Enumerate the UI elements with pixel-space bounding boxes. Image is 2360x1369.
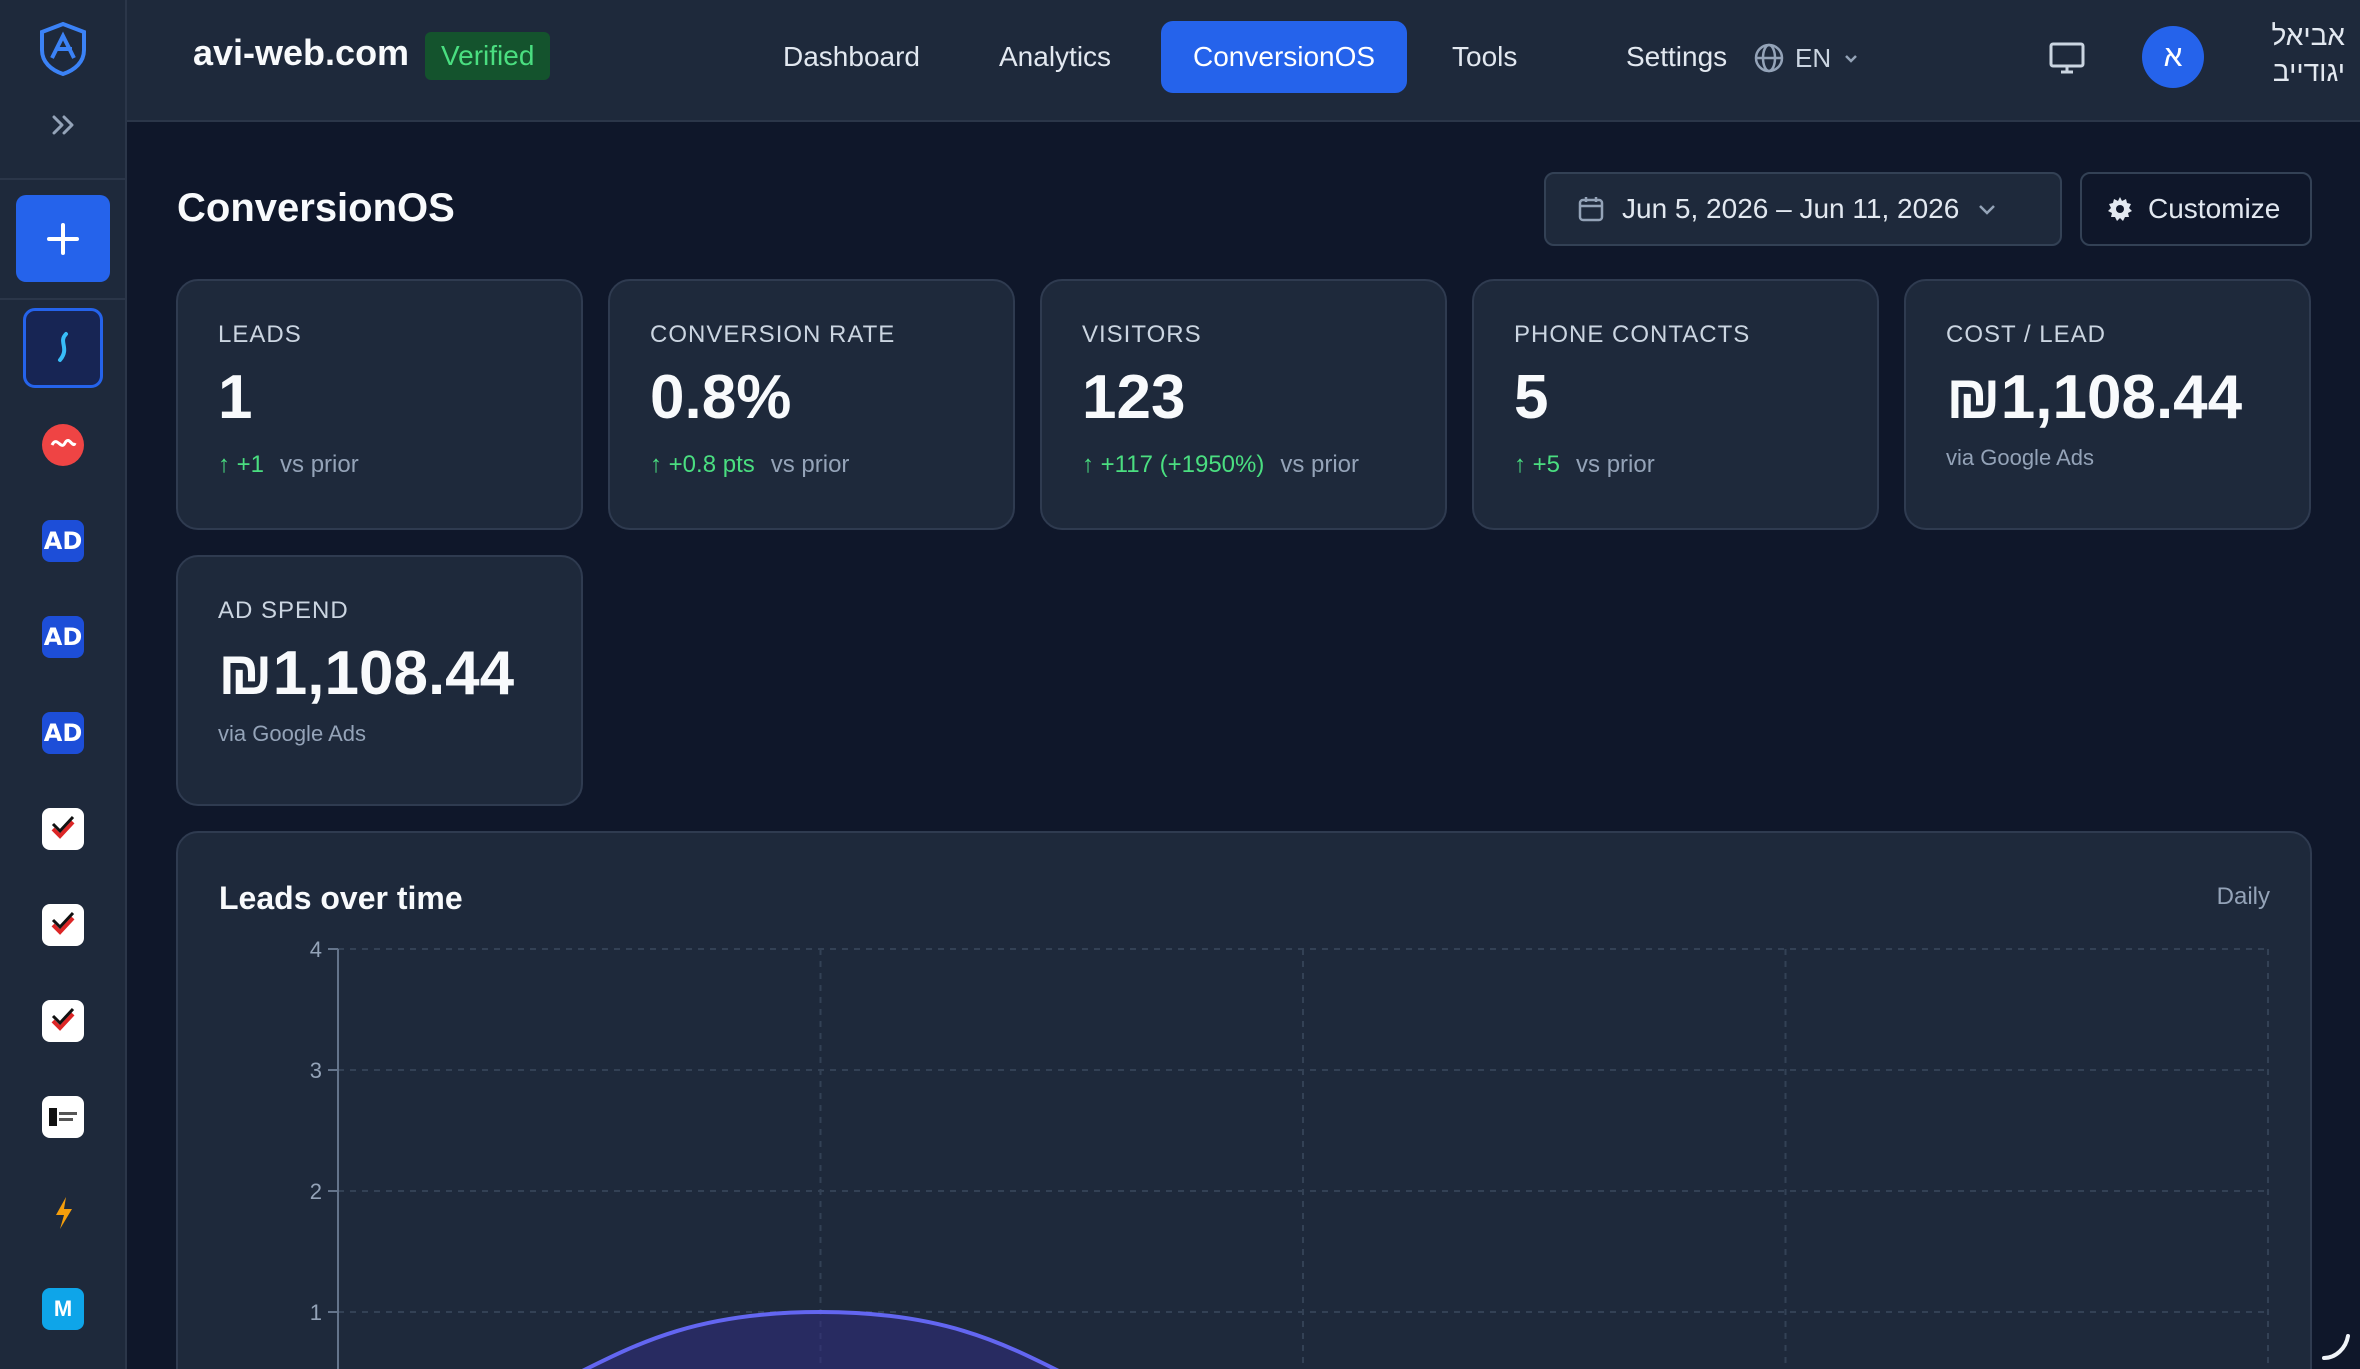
- kpi-label: LEADS: [218, 321, 302, 348]
- chevron-down-icon: [1979, 205, 1996, 215]
- customize-label: Customize: [2148, 193, 2281, 224]
- sidebar-project-8[interactable]: [23, 981, 103, 1061]
- sidebar: AD AD AD M: [0, 0, 127, 1369]
- avatar[interactable]: א: [2142, 26, 2204, 88]
- nav-analytics[interactable]: Analytics: [999, 41, 1112, 72]
- kpi-card-ad-spend: AD SPEND ₪1,108.44 via Google Ads: [176, 555, 583, 806]
- kpi-value: 5: [1514, 363, 1549, 432]
- kpi-delta: ↑ +0.8 pts: [650, 451, 755, 478]
- gear-icon: [2108, 197, 2132, 221]
- check-icon: [42, 904, 84, 946]
- globe-icon: [1754, 43, 1784, 73]
- kpi-card-cost-per-lead: COST / LEAD ₪1,108.44 via Google Ads: [1904, 279, 2311, 530]
- kpi-suffix: vs prior: [1280, 451, 1360, 478]
- kpi-label: AD SPEND: [218, 597, 349, 624]
- sidebar-project-11[interactable]: M: [23, 1269, 103, 1349]
- sidebar-project-7[interactable]: [23, 885, 103, 965]
- user-name[interactable]: אביאל יגודייב: [2271, 20, 2345, 87]
- chart-title: Leads over time: [219, 880, 463, 916]
- kpi-suffix: vs prior: [770, 451, 850, 478]
- leads-chart: 4 3 2 1: [310, 937, 2269, 1369]
- sidebar-project-1[interactable]: [23, 308, 103, 388]
- sidebar-divider: [0, 178, 127, 180]
- kpi-value: 123: [1082, 363, 1186, 432]
- y-tick-label: 2: [310, 1179, 322, 1204]
- kpi-label: VISITORS: [1082, 321, 1202, 348]
- nav-conversionos[interactable]: ConversionOS: [1161, 21, 1408, 93]
- kpi-delta: ↑ +5: [1514, 451, 1561, 478]
- kpi-value: ₪1,108.44: [218, 639, 515, 708]
- language-label: EN: [1795, 42, 1832, 73]
- page-title: ConversionOS: [177, 186, 455, 230]
- sidebar-project-10[interactable]: [23, 1173, 103, 1253]
- kpi-suffix: vs prior: [1576, 451, 1655, 478]
- nav-tools[interactable]: Tools: [1452, 41, 1518, 72]
- kpi-delta: ↑ +1: [218, 451, 265, 478]
- ad-icon: AD: [42, 616, 84, 658]
- chart-period-selector[interactable]: Daily: [2216, 883, 2270, 910]
- kpi-card-visitors: VISITORS 123 ↑ +117 (+1950%) vs prior: [1040, 279, 1447, 530]
- kpi-value: 1: [218, 363, 253, 432]
- date-range-picker[interactable]: Jun 5, 2026 – Jun 11, 2026: [1544, 172, 2062, 246]
- calendar-icon: [1578, 197, 1604, 222]
- kpi-delta: ↑ +117 (+1950%): [1082, 451, 1265, 478]
- kpi-label: COST / LEAD: [1946, 321, 2106, 348]
- bolt-icon: [56, 1197, 72, 1229]
- sidebar-project-6[interactable]: [23, 789, 103, 869]
- top-bar: avi-web.com Verified Dashboard Analytics…: [127, 0, 2360, 122]
- add-project-button[interactable]: [16, 195, 110, 282]
- kpi-source: via Google Ads: [218, 721, 366, 746]
- sidebar-project-2[interactable]: [23, 405, 103, 485]
- sidebar-project-3[interactable]: AD: [23, 501, 103, 581]
- kpi-label: PHONE CONTACTS: [1514, 321, 1751, 348]
- kpi-suffix: vs prior: [280, 451, 359, 478]
- heart-icon: [42, 424, 84, 466]
- kpi-value: ₪1,108.44: [1946, 363, 2243, 432]
- y-tick-label: 1: [310, 1300, 322, 1325]
- kpi-card-leads: LEADS 1 ↑ +1 vs prior: [176, 279, 583, 530]
- date-range-label: Jun 5, 2026 – Jun 11, 2026: [1622, 193, 1960, 224]
- ad-icon: AD: [42, 712, 84, 754]
- kpi-card-phone-contacts: PHONE CONTACTS 5 ↑ +5 vs prior: [1472, 279, 1879, 530]
- m-icon: M: [42, 1288, 84, 1330]
- sidebar-divider: [0, 298, 127, 300]
- language-selector[interactable]: EN: [1753, 36, 1861, 80]
- nav-dashboard[interactable]: Dashboard: [783, 41, 920, 72]
- sidebar-project-5[interactable]: AD: [23, 693, 103, 773]
- check-icon: [42, 1000, 84, 1042]
- site-name[interactable]: avi-web.com: [193, 32, 410, 73]
- kpi-label: CONVERSION RATE: [650, 321, 896, 348]
- project-icon: [58, 332, 68, 362]
- verified-badge: Verified: [425, 32, 551, 80]
- sidebar-project-9[interactable]: [23, 1077, 103, 1157]
- y-tick-label: 3: [310, 1058, 322, 1083]
- loading-icon: [2322, 1334, 2350, 1360]
- ad-icon: AD: [42, 520, 84, 562]
- chevron-down-icon: [1845, 55, 1858, 63]
- landing-icon: [42, 1096, 84, 1138]
- sidebar-project-4[interactable]: AD: [23, 597, 103, 677]
- series-area: [586, 1312, 1055, 1369]
- nav-settings[interactable]: Settings: [1626, 41, 1728, 72]
- kpi-card-conversion-rate: CONVERSION RATE 0.8% ↑ +0.8 pts vs prior: [608, 279, 1015, 530]
- customize-button[interactable]: Customize: [2080, 172, 2312, 246]
- series-line: [581, 1309, 1060, 1369]
- app-logo-icon[interactable]: [38, 22, 88, 76]
- monitor-icon[interactable]: [2047, 38, 2087, 78]
- plus-icon: [47, 222, 79, 255]
- expand-sidebar-icon[interactable]: [46, 108, 80, 142]
- kpi-source: via Google Ads: [1946, 445, 2094, 470]
- kpi-value: 0.8%: [650, 363, 792, 432]
- check-icon: [42, 808, 84, 850]
- leads-chart-card: Leads over time Daily 4 3 2 1: [176, 831, 2312, 1369]
- y-tick-label: 4: [310, 937, 322, 962]
